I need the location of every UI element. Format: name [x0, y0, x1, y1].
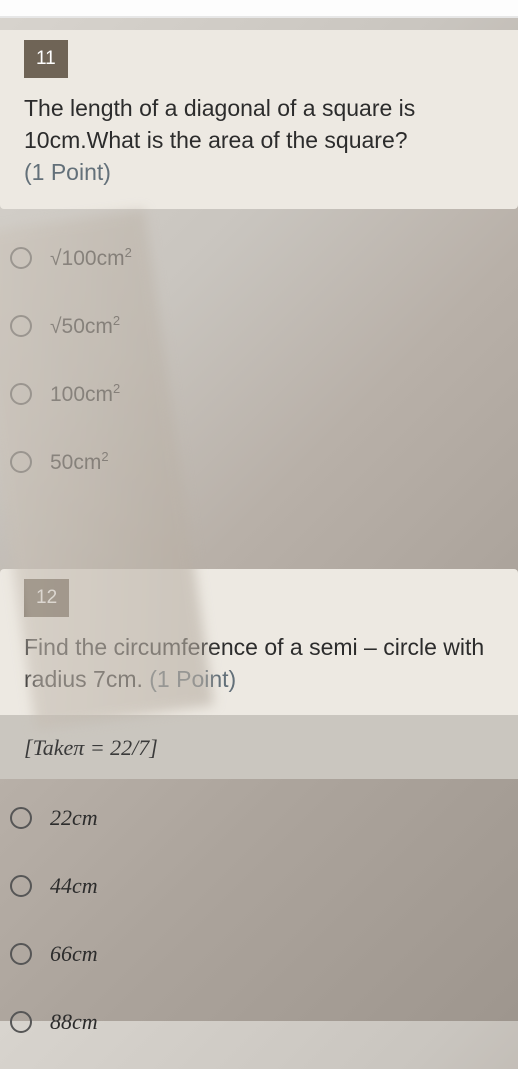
option-q12-3[interactable]: 66cm	[10, 923, 508, 985]
question-12-options: 22cm 44cm 66cm 88cm	[0, 779, 518, 1069]
radio-icon	[10, 875, 32, 897]
radio-icon	[10, 1011, 32, 1033]
question-12-note: [Takeπ = 22/7]	[0, 715, 518, 779]
option-label: 88cm	[50, 1009, 98, 1035]
option-q12-1[interactable]: 22cm	[10, 787, 508, 849]
top-divider	[0, 0, 518, 18]
option-q12-2[interactable]: 44cm	[10, 855, 508, 917]
option-label: 22cm	[50, 805, 98, 831]
option-label: 44cm	[50, 873, 98, 899]
note-suffix: ]	[149, 735, 158, 760]
option-label: 66cm	[50, 941, 98, 967]
note-body: Takeπ = 22/7	[33, 735, 150, 760]
question-11-text: The length of a diagonal of a square is …	[24, 92, 494, 189]
question-11-body: The length of a diagonal of a square is …	[24, 95, 415, 153]
question-11-number: 11	[24, 40, 68, 78]
radio-icon	[10, 807, 32, 829]
question-11-points: (1 Point)	[24, 159, 111, 185]
question-11-card: 11 The length of a diagonal of a square …	[0, 30, 518, 209]
note-prefix: [	[24, 735, 33, 760]
radio-icon	[10, 943, 32, 965]
option-q12-4[interactable]: 88cm	[10, 991, 508, 1053]
